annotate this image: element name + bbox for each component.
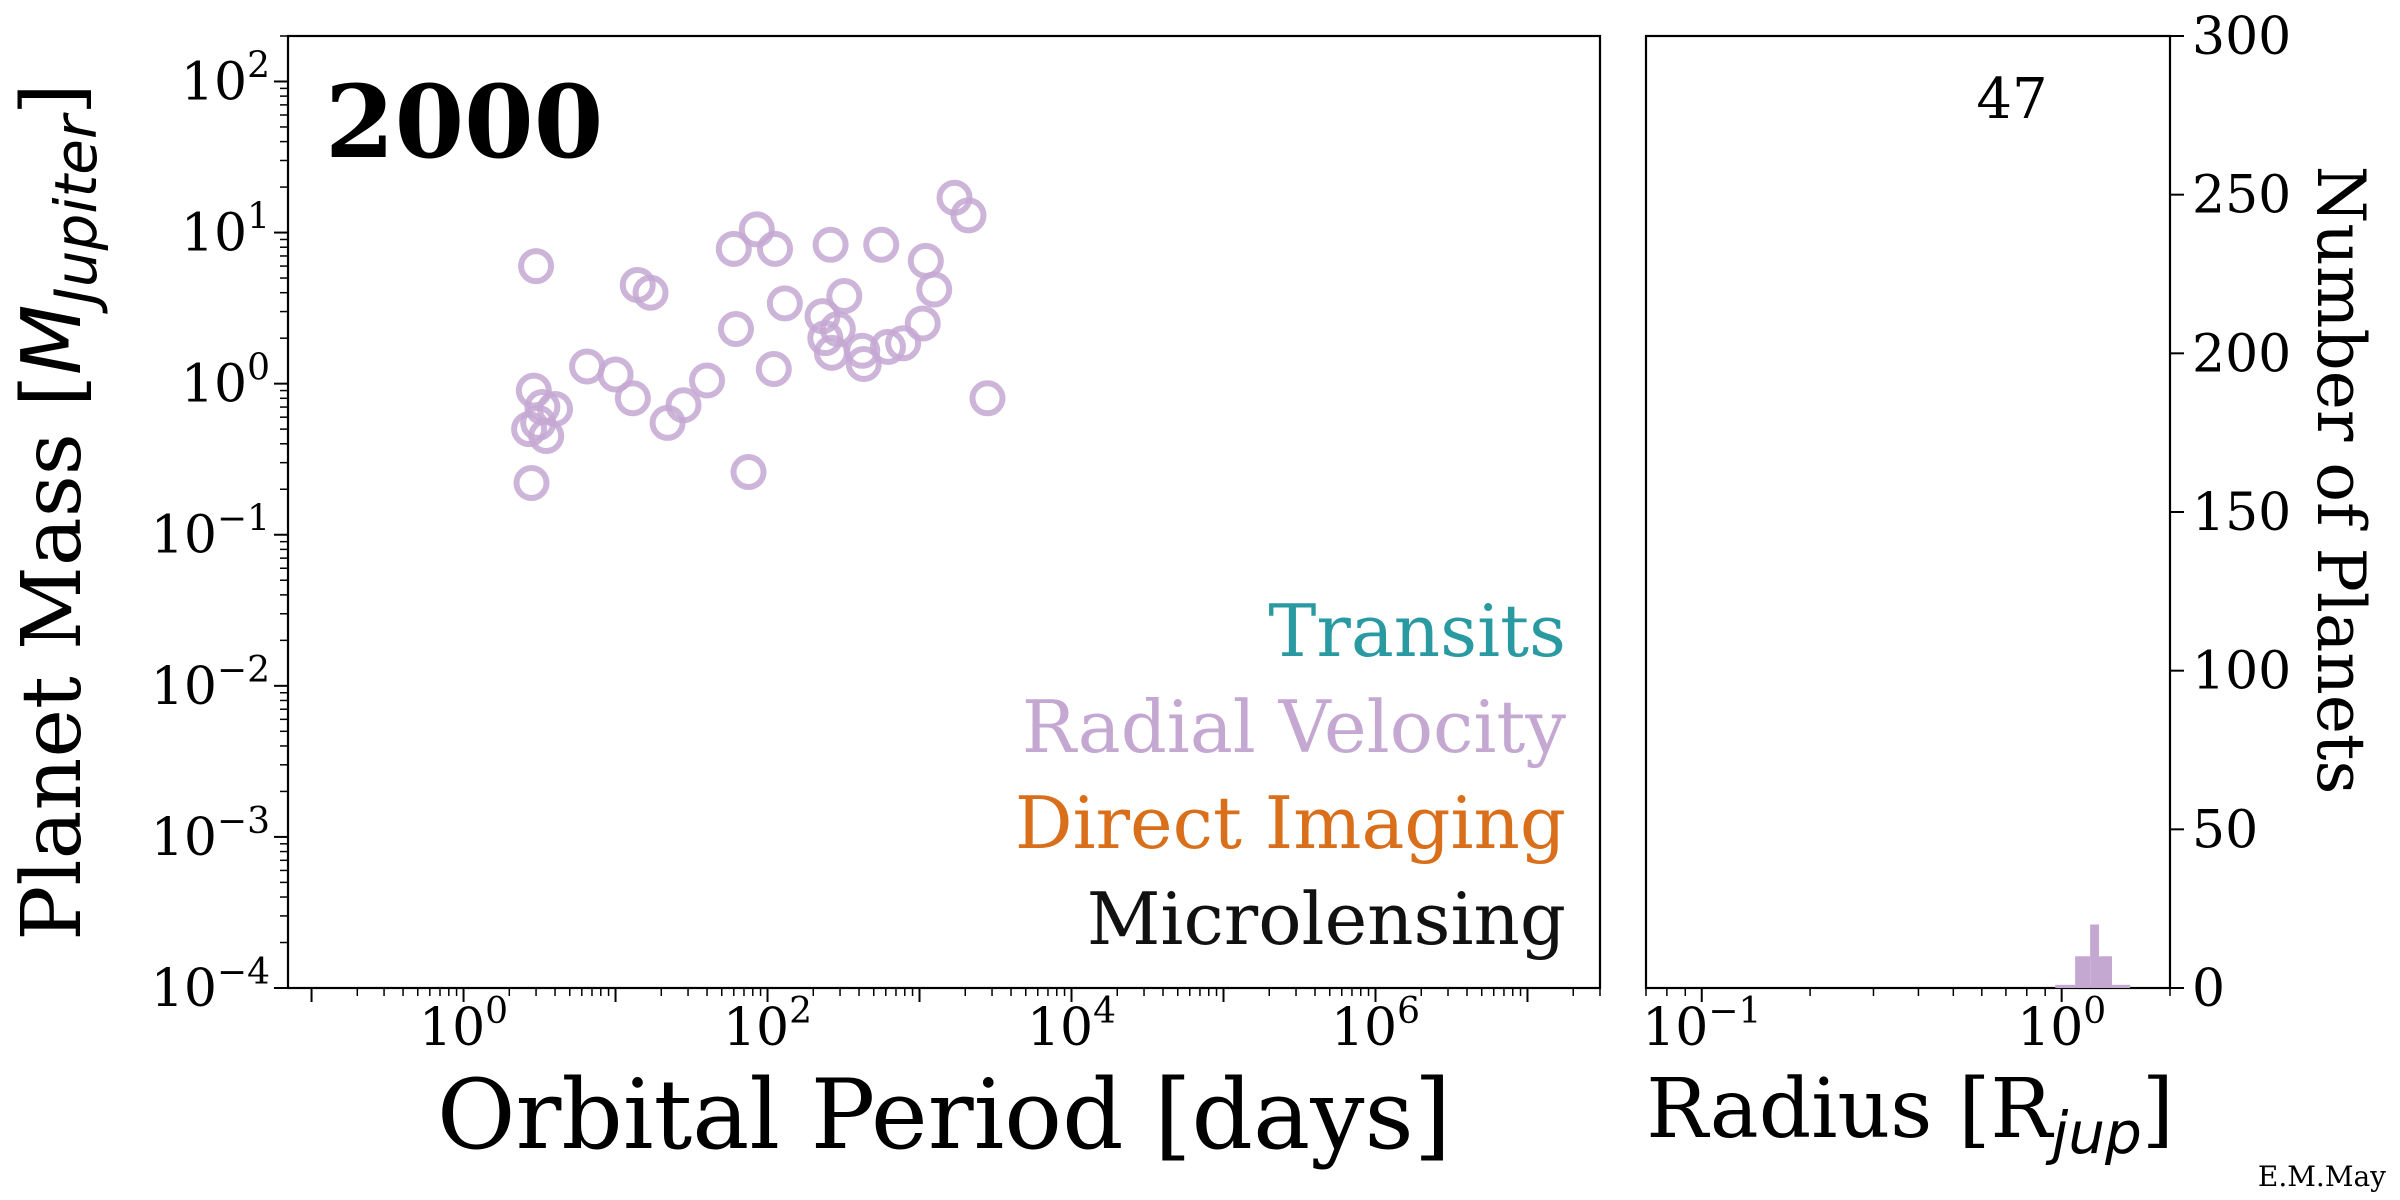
data-point: [969, 380, 1006, 417]
data-point: [885, 325, 922, 362]
histogram-x-ticks: 10−1 100: [1642, 988, 2171, 1058]
histogram-panel: 10−1 100 0 50 100 150 200 250 300 47 Radius [Rj…: [1642, 7, 2379, 1167]
hist-y-tick-label: 150: [2192, 483, 2291, 543]
y-tick-label: 10−3: [151, 801, 270, 868]
y-tick-label: 100: [181, 348, 270, 415]
histogram-bar: [2090, 924, 2100, 988]
data-point: [950, 197, 987, 234]
data-point: [844, 332, 881, 369]
scatter-panel: 100 102 104 106 10−4 10−3 10−2 10−1 100 101 102 2…: [5, 34, 1602, 1171]
x-tick-label: 100: [419, 991, 508, 1058]
credit-label: E.M.May: [2258, 1160, 2386, 1193]
data-point: [730, 454, 767, 491]
x-tick-label: 104: [1027, 991, 1116, 1058]
data-point: [863, 226, 900, 263]
data-point: [632, 274, 669, 311]
hist-y-tick-label: 200: [2192, 324, 2291, 384]
data-point: [819, 311, 856, 348]
planet-count-label: 47: [1976, 67, 2047, 132]
data-point: [755, 351, 792, 388]
data-point: [757, 230, 794, 267]
hist-x-tick-label: 10−1: [1642, 991, 1761, 1058]
hist-y-tick-label: 0: [2192, 959, 2225, 1019]
legend-entry: Direct Imaging: [1015, 781, 1566, 865]
year-label: 2000: [325, 63, 603, 181]
data-point: [812, 226, 849, 263]
histogram-bar: [2055, 984, 2076, 988]
hist-x-tick-label: 100: [2017, 991, 2106, 1058]
legend: Transits Radial Velocity Direct Imaging Mic…: [1015, 589, 1566, 961]
y-tick-label: 101: [181, 197, 270, 264]
data-point: [614, 380, 651, 417]
data-point: [738, 211, 775, 248]
x-tick-label: 102: [723, 991, 812, 1058]
data-point: [766, 285, 803, 322]
histogram-bar: [2075, 956, 2091, 988]
hist-y-tick-label: 100: [2192, 642, 2291, 702]
histogram-y-axis-label: Number of Planets: [2302, 166, 2379, 795]
x-tick-label: 106: [1331, 991, 1420, 1058]
histogram-x-axis-label: Radius [Rjup]: [1646, 1062, 2174, 1167]
y-tick-label: 10−1: [151, 499, 270, 566]
data-point: [518, 248, 555, 285]
data-point: [689, 362, 726, 399]
data-point: [715, 230, 752, 267]
data-point: [717, 311, 754, 348]
histogram-y-ticks: 0 50 100 150 200 250 300: [2170, 7, 2291, 1019]
histogram-bars: [2055, 924, 2131, 988]
scatter-points: [511, 179, 1006, 502]
data-point: [826, 278, 863, 315]
y-tick-label: 10−2: [151, 650, 270, 717]
legend-entry: Transits: [1268, 589, 1566, 673]
scatter-x-ticks: 100 102 104 106: [310, 988, 1601, 1058]
y-tick-label: 102: [181, 45, 270, 112]
hist-y-tick-label: 50: [2192, 800, 2258, 860]
data-point: [665, 387, 702, 424]
legend-entry: Radial Velocity: [1022, 685, 1566, 769]
scatter-y-ticks: 10−4 10−3 10−2 10−1 100 101 102: [151, 35, 288, 1019]
data-point: [916, 271, 953, 308]
x-axis-label: Orbital Period [days]: [437, 1059, 1451, 1171]
data-point: [537, 390, 574, 427]
histogram-plot-frame: [1644, 34, 2172, 990]
hist-y-tick-label: 300: [2192, 7, 2291, 67]
data-point: [513, 465, 550, 502]
data-point: [869, 328, 906, 365]
y-tick-label: 10−4: [151, 952, 270, 1019]
histogram-bar: [2112, 984, 2131, 988]
histogram-bar: [2099, 956, 2113, 988]
legend-entry: Microlensing: [1087, 877, 1566, 961]
hist-y-tick-label: 250: [2192, 166, 2291, 226]
data-point: [597, 356, 634, 393]
scatter-plot-frame: [286, 34, 1602, 990]
data-point: [845, 345, 882, 382]
data-point: [904, 305, 941, 342]
y-axis-label: Planet Mass [MJupiter]: [5, 83, 110, 941]
